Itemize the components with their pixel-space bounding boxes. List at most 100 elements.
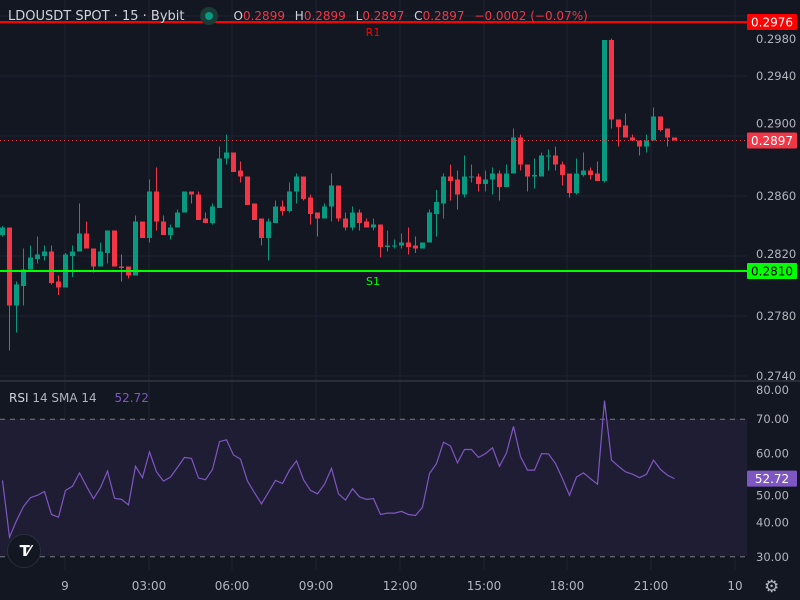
candle [77, 203, 82, 252]
candle-body [644, 140, 649, 147]
rsi-name: RSI [9, 391, 29, 405]
candle [196, 191, 201, 220]
candle [469, 164, 474, 183]
candle [98, 242, 103, 267]
candle-body [427, 212, 432, 243]
candle-body [70, 251, 75, 256]
open-label: O [233, 9, 243, 23]
candle [21, 248, 26, 306]
last-price-badge: 0.2897 [751, 134, 793, 148]
candle [161, 215, 166, 235]
market-status-icon[interactable] [199, 7, 218, 25]
candle-body [511, 137, 516, 174]
candle-body [301, 176, 306, 199]
candle [266, 218, 271, 261]
candle-body [357, 212, 362, 223]
candle [651, 107, 656, 141]
candle-body [413, 245, 418, 249]
candle-body [378, 224, 383, 247]
candle [0, 226, 5, 237]
candle [574, 158, 579, 195]
candle [49, 245, 54, 285]
candle-body [497, 173, 502, 187]
candle-body [399, 242, 404, 246]
price-tick-label: 0.2780 [756, 309, 796, 323]
candle [532, 158, 537, 189]
candle [336, 185, 341, 222]
candle-body [595, 173, 600, 181]
candle-body [602, 40, 607, 181]
candle-body [203, 218, 208, 223]
candle [413, 236, 418, 253]
candle [539, 152, 544, 177]
candle-body [609, 40, 614, 120]
candle [658, 116, 663, 132]
candle-body [147, 191, 152, 238]
candle-body [504, 173, 509, 187]
price-tick-label: 0.2820 [756, 247, 796, 261]
rsi-tick-label: 70.00 [756, 412, 789, 426]
level-label-r1: R1 [366, 26, 381, 39]
candle [273, 200, 278, 223]
sr-levels: R1 S1 [0, 21, 747, 288]
candle-body [329, 185, 334, 207]
candle [623, 113, 628, 138]
candle [210, 203, 215, 225]
candle-body [350, 212, 355, 228]
candle [602, 40, 607, 183]
candle-body [616, 119, 621, 127]
candle [7, 227, 12, 351]
candle [644, 134, 649, 153]
candle-body [308, 197, 313, 214]
candle-body [196, 194, 201, 220]
high-value: 0.2899 [303, 9, 346, 23]
candle-body [112, 230, 117, 267]
candle [546, 149, 551, 171]
rsi-line [1, 400, 675, 540]
candle [630, 134, 635, 141]
candle-body [630, 137, 635, 141]
candle [315, 212, 320, 237]
candle-body [231, 152, 236, 172]
candle-body [343, 218, 348, 228]
candle-body [98, 251, 103, 267]
candle [105, 230, 110, 264]
price-axis[interactable]: 0.2980 0.2940 0.2900 0.2860 0.2820 0.2780 0.27… [756, 32, 796, 383]
rsi-params: 14 SMA 14 [32, 391, 97, 405]
candle [406, 227, 411, 255]
rsi-legend[interactable]: RSI 14 SMA 14 52.72 [9, 391, 149, 405]
candle-body [371, 224, 376, 228]
symbol-legend[interactable]: LDOUSDT SPOT · 15 · Bybit O0.2899 H0.289… [8, 7, 588, 25]
candle-body [280, 206, 285, 211]
level-badge-s1: 0.2810 [751, 265, 793, 279]
candle-body [448, 176, 453, 181]
rsi-axis[interactable]: 80.00 70.00 60.00 50.00 40.00 30.00 [756, 383, 789, 564]
time-tick-label: 12:00 [383, 579, 418, 593]
candle-body [77, 233, 82, 252]
candle [56, 275, 61, 295]
tradingview-logo[interactable]: T⁄ [7, 534, 41, 568]
candle [455, 170, 460, 210]
candle [329, 173, 334, 222]
candle [392, 239, 397, 249]
candle [665, 128, 670, 147]
gear-icon[interactable]: ⚙ [764, 577, 780, 597]
candle [154, 167, 159, 231]
rsi-tick-label: 40.00 [756, 515, 789, 529]
candle-body [154, 191, 159, 222]
rsi-tick-label: 50.00 [756, 489, 789, 503]
candle [126, 266, 131, 279]
candle [259, 218, 264, 246]
price-tick-label: 0.2900 [756, 117, 796, 131]
time-tick-label: 03:00 [132, 579, 167, 593]
candle-body [210, 206, 215, 223]
candle-body [672, 137, 677, 141]
candle-body [385, 245, 390, 247]
candle [280, 200, 285, 216]
candle [511, 128, 516, 174]
candle-body [420, 242, 425, 249]
time-axis[interactable]: 9 03:00 06:00 09:00 12:00 15:00 18:00 21:00 10 [61, 579, 742, 593]
candle [357, 209, 362, 231]
candle [553, 146, 558, 171]
